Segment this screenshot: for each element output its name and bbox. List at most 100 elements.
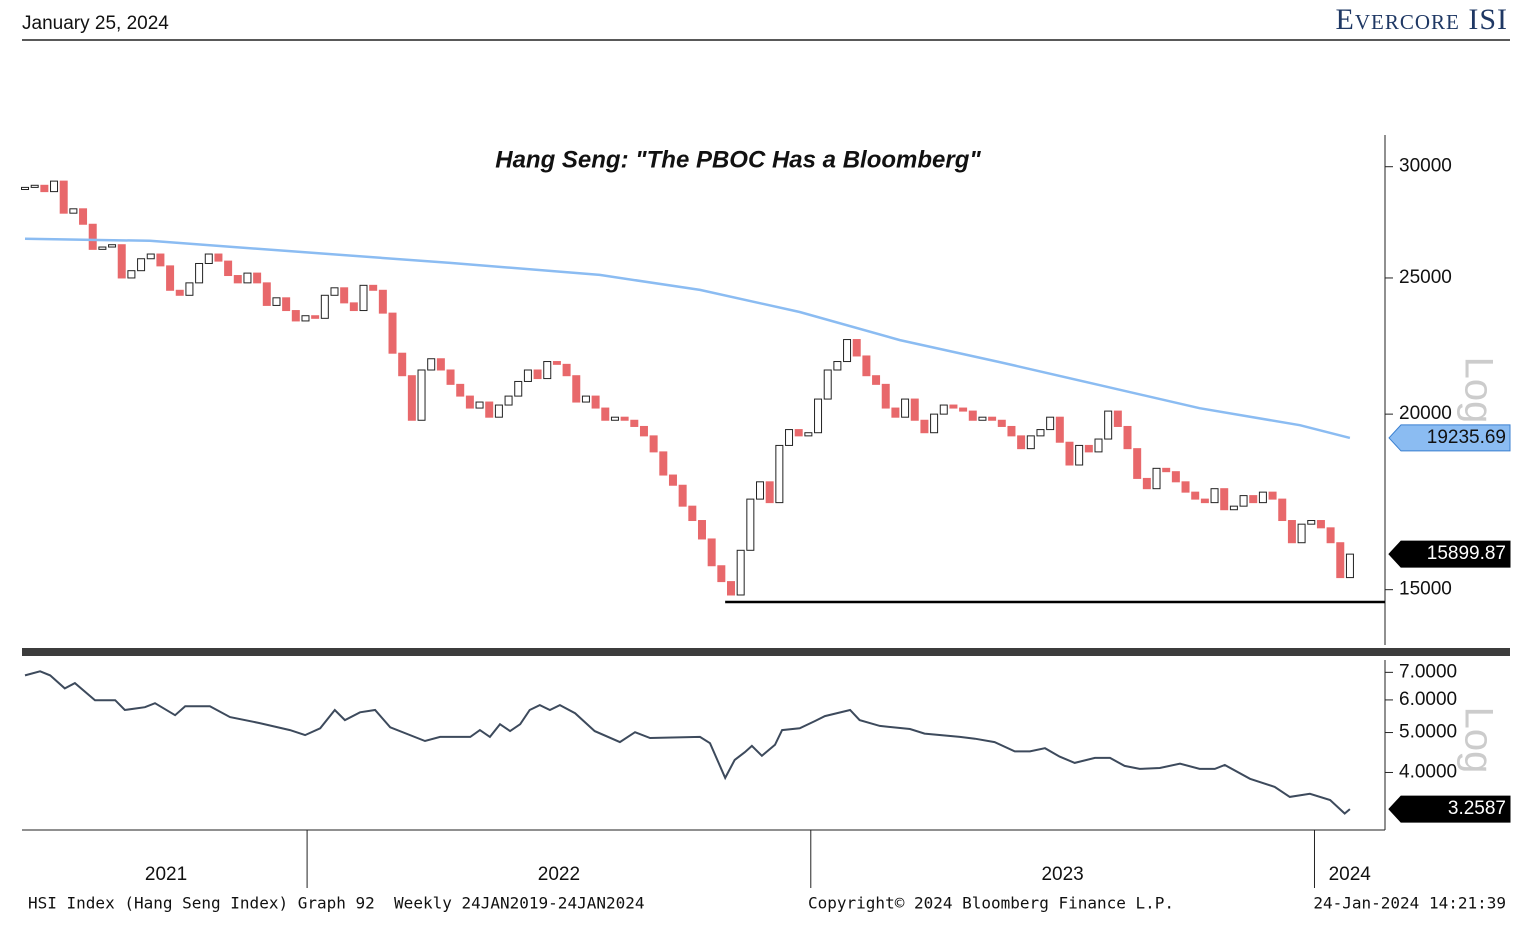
candle-body [872,375,881,385]
candle-body [997,419,1006,427]
candle-body [253,272,262,284]
candle-body [282,297,291,312]
candle-body [523,369,532,382]
candle-body [475,401,484,409]
candle-body [98,246,107,250]
candle-body [1055,416,1064,443]
candle-body [1162,467,1171,473]
candle-body [630,419,639,427]
y-tick-label: 25000 [1399,267,1452,288]
candle-body [814,398,823,434]
candle-body [930,413,939,434]
candle-body [697,520,706,540]
footer-copyright: Copyright© 2024 Bloomberg Finance L.P. [808,894,1174,913]
candle-body [1075,444,1084,466]
candle-body [21,186,30,191]
candle-body [746,498,755,551]
candle-body [407,375,416,421]
candle-body [1316,520,1325,529]
candle-body [581,395,590,403]
candle-body [949,404,958,409]
candle-body [968,410,977,421]
candle-body [552,361,561,365]
x-tick-label: 2021 [145,864,187,885]
candle-body [843,339,852,363]
candle-body [1133,448,1142,479]
candle-body [166,265,175,291]
footer-timestamp: 24-Jan-2024 14:21:39 [1313,894,1506,913]
candle-body [978,416,987,421]
candle-body [1191,491,1200,500]
candle-body [30,184,39,188]
candle-body [1104,410,1113,440]
candle-body [959,407,968,412]
candle-body [756,481,765,500]
candle-body [185,282,194,296]
candle-body [494,404,503,418]
candle-body [1345,553,1354,579]
candle-body [1171,471,1180,483]
candle-body [736,549,745,596]
report-date: January 25, 2024 [22,13,169,34]
value-tag [1388,795,1511,823]
y-tick-label: 6.0000 [1399,689,1457,710]
candle-body [175,289,184,296]
candle-body [1084,444,1093,453]
candle-body [639,425,648,437]
candle-body [456,383,465,397]
candle-body [823,369,832,400]
candle-body [1113,410,1122,427]
candle-body [1239,495,1248,507]
candle-body [224,260,233,277]
candle-body [659,451,668,476]
log-watermark: Log [1456,707,1500,774]
candle-body [1268,491,1277,500]
candle-body [1258,491,1267,504]
candle-body [591,395,600,409]
candle-body [717,565,726,583]
candle-body [204,253,213,264]
candle-body [108,244,117,248]
candle-body [272,297,281,306]
candle-body [1036,429,1045,437]
y-tick-label: 4.0000 [1399,761,1457,782]
candle-body [446,369,455,385]
candle-body [881,383,890,409]
candle-body [1181,481,1190,493]
candle-body [901,398,910,418]
y-tick-label: 30000 [1399,156,1452,177]
candle-body [688,505,697,522]
candle-body [378,289,387,314]
candle-body [543,361,552,380]
candle-body [1210,488,1219,504]
candle-body [156,253,165,267]
candle-body [359,284,368,312]
candle-body [1297,523,1306,544]
candle-body [195,262,204,284]
candle-body [504,395,513,406]
candle-body [1287,520,1296,544]
chart-title: Hang Seng: "The PBOC Has a Bloomberg" [495,146,981,173]
candle-body [340,287,349,304]
candle-body [862,355,871,377]
candle-body [1026,435,1035,450]
candle-body [572,375,581,403]
footer-source: HSI Index (Hang Seng Index) Graph 92 Wee… [28,894,645,913]
moving-average-line [24,237,1351,440]
y-tick-label: 20000 [1399,403,1452,424]
candle-body [117,244,126,279]
value-tag [1388,540,1511,568]
candle-body [262,282,271,306]
candle-body [891,407,900,418]
candle-body [649,435,658,453]
candle-body [1065,441,1074,466]
y-tick-label: 15000 [1399,579,1452,600]
panel-divider [22,648,1510,656]
candle-body [465,395,474,409]
candle-body [1229,505,1238,511]
candle-body [40,184,49,193]
candle-body [514,380,523,397]
candle-body [678,484,687,507]
x-tick-label: 2022 [538,864,580,885]
candle-body [369,284,378,291]
